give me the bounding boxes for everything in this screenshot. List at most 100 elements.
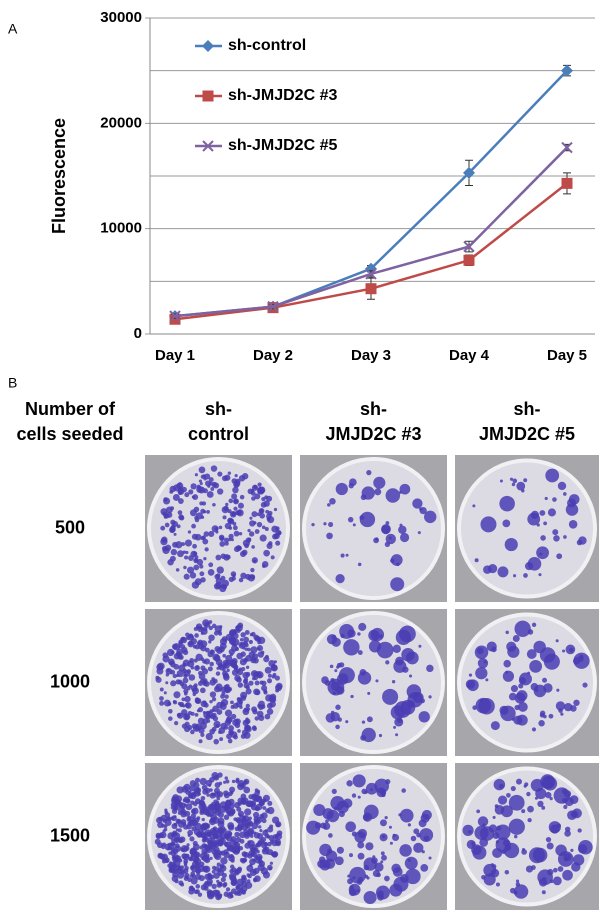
- colony: [219, 585, 227, 593]
- colony: [485, 678, 489, 682]
- colony: [567, 810, 577, 820]
- colony: [357, 632, 361, 636]
- colony: [513, 884, 529, 899]
- colony: [553, 535, 560, 542]
- colony: [213, 799, 218, 805]
- colony: [563, 535, 567, 539]
- colony: [244, 543, 249, 549]
- colony: [174, 843, 180, 849]
- colony: [373, 537, 379, 544]
- colony: [168, 708, 173, 714]
- colony: [253, 485, 258, 489]
- colony: [265, 654, 269, 659]
- colony: [258, 860, 266, 867]
- x-tick-label: Day 4: [449, 347, 490, 364]
- colony: [384, 815, 388, 820]
- colony: [495, 882, 500, 887]
- marker: [463, 166, 475, 179]
- colony: [474, 825, 489, 841]
- colony: [161, 859, 167, 864]
- marker: [561, 177, 573, 189]
- colony: [254, 875, 261, 882]
- colony: [172, 700, 178, 705]
- colony: [190, 729, 195, 735]
- colony: [227, 738, 233, 744]
- colony: [234, 478, 241, 485]
- colony: [394, 701, 411, 718]
- colony: [250, 656, 256, 662]
- colony: [328, 833, 333, 838]
- colony: [528, 847, 545, 864]
- colony: [261, 680, 267, 686]
- colony: [272, 672, 277, 677]
- colony: [198, 466, 206, 474]
- colony: [506, 792, 511, 798]
- colony: [250, 488, 255, 493]
- colony: [399, 808, 414, 823]
- colony: [222, 653, 227, 658]
- colony: [245, 881, 253, 889]
- colony: [398, 813, 402, 817]
- colony: [211, 712, 217, 718]
- colony: [544, 496, 548, 501]
- colony: [233, 802, 241, 809]
- colony: [202, 510, 207, 514]
- colony: [244, 808, 252, 816]
- colony: [216, 791, 224, 798]
- legend-marker: [202, 40, 214, 52]
- x-tick-label: Day 2: [253, 347, 293, 364]
- colony: [419, 698, 425, 704]
- colony: [203, 826, 208, 831]
- colony: [270, 696, 277, 703]
- colony: [208, 625, 213, 631]
- colony: [521, 809, 526, 814]
- colony: [190, 711, 195, 716]
- colony: [395, 733, 399, 737]
- colony: [563, 853, 572, 862]
- colony: [192, 543, 197, 549]
- colony: [272, 852, 276, 857]
- colony: [483, 660, 487, 664]
- colony: [319, 859, 331, 871]
- colony: [530, 778, 544, 792]
- colony: [190, 666, 195, 670]
- colony: [223, 849, 229, 855]
- colony: [336, 662, 342, 668]
- colony: [242, 876, 246, 880]
- colony: [182, 677, 189, 684]
- colony: [508, 692, 517, 701]
- colony: [404, 856, 418, 870]
- colony: [385, 521, 390, 525]
- colony: [209, 792, 216, 799]
- colony: [231, 511, 236, 517]
- colony: [213, 833, 219, 839]
- colony: [242, 646, 246, 650]
- colony: [258, 825, 262, 829]
- colony: [202, 682, 207, 686]
- colony: [209, 661, 215, 667]
- colony: [170, 842, 175, 847]
- colony: [268, 541, 273, 546]
- colony: [214, 573, 220, 580]
- colony: [192, 840, 198, 846]
- colony: [221, 691, 226, 696]
- colony: [218, 525, 223, 530]
- colony: [375, 885, 390, 900]
- colony: [168, 716, 173, 721]
- colony: [247, 840, 255, 848]
- colony: [245, 703, 250, 709]
- colony: [230, 538, 234, 542]
- colony: [227, 509, 232, 514]
- colony: [237, 545, 242, 551]
- colony: [258, 855, 262, 860]
- colony: [368, 640, 382, 653]
- colony: [164, 522, 170, 528]
- colony: [320, 822, 327, 829]
- colony: [239, 494, 245, 500]
- colony: [391, 863, 401, 874]
- colony: [230, 790, 234, 795]
- colony: [502, 670, 515, 682]
- colony: [407, 700, 415, 708]
- colony: [264, 833, 270, 839]
- colony: [200, 687, 206, 694]
